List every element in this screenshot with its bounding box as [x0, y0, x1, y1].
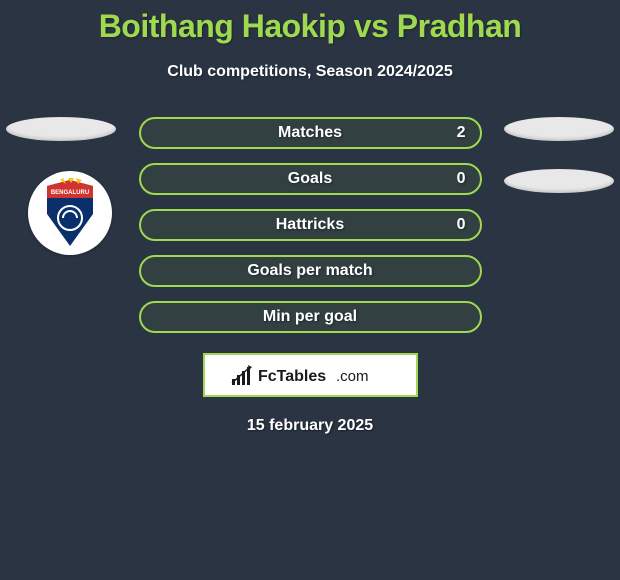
player-left-placeholder — [6, 117, 116, 141]
stat-label: Min per goal — [263, 308, 357, 326]
stat-label: Goals per match — [247, 262, 372, 280]
stat-value: 0 — [457, 170, 466, 188]
stat-row-min-per-goal: Min per goal — [139, 301, 482, 333]
fctables-logo-icon: FcTables .com — [230, 361, 390, 389]
stat-row-goals: Goals 0 — [139, 163, 482, 195]
club-badge-left: BENGALURU — [28, 171, 112, 255]
stat-value: 2 — [457, 124, 466, 142]
stats-area: BENGALURU Matches 2 Goals 0 Hattricks 0 … — [0, 117, 620, 435]
stat-label: Goals — [288, 170, 332, 188]
svg-text:FcTables: FcTables — [258, 368, 326, 385]
brand-box[interactable]: FcTables .com — [203, 353, 418, 397]
page-title: Boithang Haokip vs Pradhan — [0, 0, 620, 45]
player-right-placeholder-2 — [504, 169, 614, 193]
stat-row-hattricks: Hattricks 0 — [139, 209, 482, 241]
player-right-placeholder-1 — [504, 117, 614, 141]
date-label: 15 february 2025 — [0, 417, 620, 435]
stat-rows: Matches 2 Goals 0 Hattricks 0 Goals per … — [139, 117, 482, 333]
stat-row-goals-per-match: Goals per match — [139, 255, 482, 287]
stat-label: Hattricks — [276, 216, 344, 234]
stat-value: 0 — [457, 216, 466, 234]
svg-text:BENGALURU: BENGALURU — [51, 190, 89, 196]
stat-row-matches: Matches 2 — [139, 117, 482, 149]
subtitle: Club competitions, Season 2024/2025 — [0, 63, 620, 81]
svg-text:.com: .com — [336, 368, 369, 385]
bengaluru-badge-icon: BENGALURU — [39, 178, 101, 248]
stat-label: Matches — [278, 124, 342, 142]
